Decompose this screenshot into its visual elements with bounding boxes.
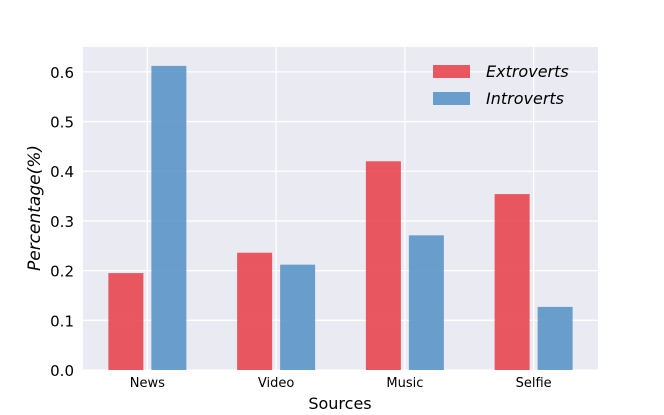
bar-introverts-music [408,235,444,370]
y-tick-label: 0.3 [50,213,74,231]
bars [108,65,573,370]
y-tick-label: 0.2 [50,263,74,281]
y-tick-labels: 0.0 0.1 0.2 0.3 0.4 0.5 0.6 [50,64,74,380]
y-tick-label: 0.0 [50,362,74,380]
x-tick-label: News [130,376,165,391]
x-axis-title: Sources [308,394,371,413]
legend: Extroverts Introverts [433,62,569,108]
bar-extroverts-news [108,273,144,370]
bar-extroverts-music [365,161,401,370]
legend-label-extroverts: Extroverts [486,62,569,81]
legend-label-introverts: Introverts [486,89,564,108]
x-tick-label: Video [258,376,294,391]
y-tick-label: 0.1 [50,312,74,330]
legend-swatch-introverts [433,92,470,105]
y-axis-title: Percentage(%) [25,145,45,271]
y-tick-label: 0.6 [50,64,74,82]
legend-swatch-extroverts [433,65,470,78]
bar-extroverts-video [237,252,273,370]
x-tick-label: Selfie [516,376,552,391]
y-tick-label: 0.5 [50,114,74,132]
x-tick-labels: News Video Music Selfie [130,376,552,391]
bar-introverts-news [151,65,187,370]
bar-introverts-selfie [537,306,573,370]
bar-introverts-video [280,264,316,370]
y-tick-label: 0.4 [50,163,74,181]
bar-extroverts-selfie [494,194,530,370]
x-tick-label: Music [386,376,423,391]
